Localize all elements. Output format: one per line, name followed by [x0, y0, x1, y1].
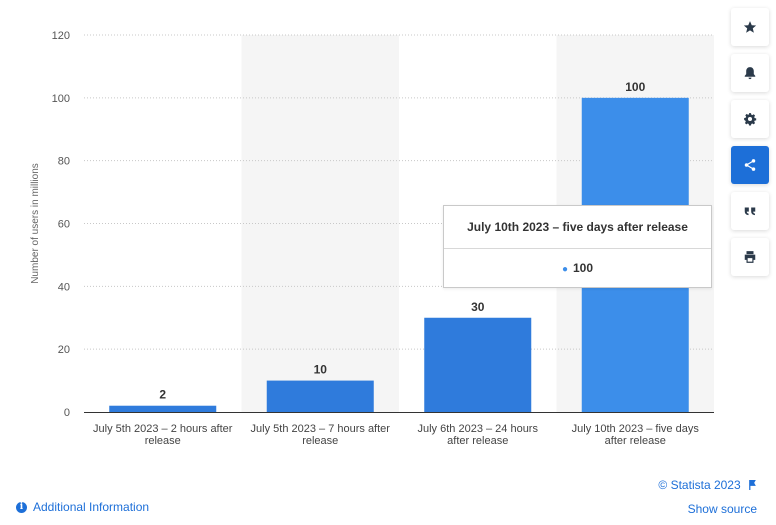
show-source-link[interactable]: Show source — [687, 502, 757, 516]
notification-button[interactable] — [731, 54, 769, 92]
x-tick-label: after release — [605, 435, 666, 447]
info-icon: i — [16, 501, 27, 513]
y-tick-label: 60 — [58, 219, 70, 231]
gear-icon — [744, 113, 757, 126]
y-tick-label: 40 — [58, 281, 70, 293]
x-tick-label: July 6th 2023 – 24 hours — [418, 423, 539, 435]
star-icon — [743, 21, 757, 33]
tooltip-value-row: ● 100 — [444, 248, 711, 288]
side-toolbar — [731, 8, 769, 284]
additional-information-label: Additional Information — [33, 500, 150, 514]
share-icon — [744, 159, 756, 171]
favorite-button[interactable] — [731, 8, 769, 46]
y-tick-label: 20 — [58, 344, 70, 356]
x-tick-label: July 5th 2023 – 7 hours after — [251, 423, 391, 435]
tooltip-title: July 10th 2023 – five days after release — [444, 206, 711, 249]
y-tick-label: 100 — [52, 93, 70, 105]
y-tick-label: 0 — [64, 407, 70, 419]
citation-button[interactable] — [731, 192, 769, 230]
y-axis-title: Number of users in millions — [30, 163, 41, 284]
data-label: 10 — [314, 363, 328, 377]
x-tick-label: July 10th 2023 – five days — [572, 423, 700, 435]
x-tick-label: after release — [447, 435, 508, 447]
copyright-link[interactable]: © Statista 2023 — [658, 478, 757, 492]
data-label: 2 — [159, 388, 166, 402]
print-button[interactable] — [731, 238, 769, 276]
x-tick-label: release — [145, 435, 181, 447]
bell-icon — [744, 67, 756, 80]
tooltip-marker-icon: ● — [561, 264, 568, 275]
x-tick-label: July 5th 2023 – 2 hours after — [93, 423, 233, 435]
tooltip-value: 100 — [573, 261, 594, 275]
chart-tooltip: July 10th 2023 – five days after release… — [443, 205, 712, 288]
bar — [424, 317, 532, 412]
share-button[interactable] — [731, 146, 769, 184]
data-label: 30 — [471, 300, 485, 314]
flag-icon — [749, 480, 756, 490]
print-icon — [744, 251, 756, 263]
quote-icon — [744, 207, 756, 216]
x-tick-label: release — [302, 435, 338, 447]
additional-information-link[interactable]: i Additional Information — [16, 500, 149, 514]
y-tick-label: 80 — [58, 156, 70, 168]
bar — [266, 380, 374, 412]
y-tick-label: 120 — [52, 30, 70, 42]
data-label: 100 — [625, 80, 645, 94]
settings-button[interactable] — [731, 100, 769, 138]
bar — [109, 405, 217, 412]
copyright-text: © Statista 2023 — [658, 478, 741, 492]
